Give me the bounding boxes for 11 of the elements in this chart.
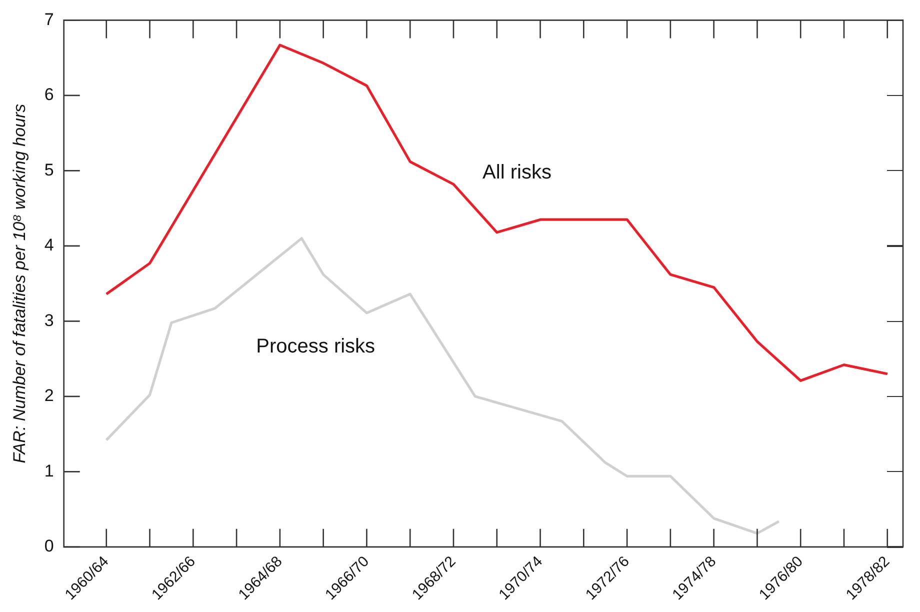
series-label: Process risks bbox=[256, 335, 376, 358]
series-label: All risks bbox=[482, 161, 552, 184]
y-tick-label: 1 bbox=[44, 461, 54, 480]
y-tick-label: 7 bbox=[44, 10, 54, 29]
y-tick-label: 6 bbox=[44, 85, 54, 104]
y-tick-label: 4 bbox=[44, 236, 54, 255]
y-tick-label: 3 bbox=[44, 310, 54, 330]
y-tick-label: 5 bbox=[44, 160, 54, 180]
y-tick-label: 0 bbox=[44, 536, 54, 556]
y-axis-title: FAR: Number of fatalities per 10⁸ working hours bbox=[10, 103, 29, 464]
y-tick-label: 2 bbox=[44, 386, 54, 406]
